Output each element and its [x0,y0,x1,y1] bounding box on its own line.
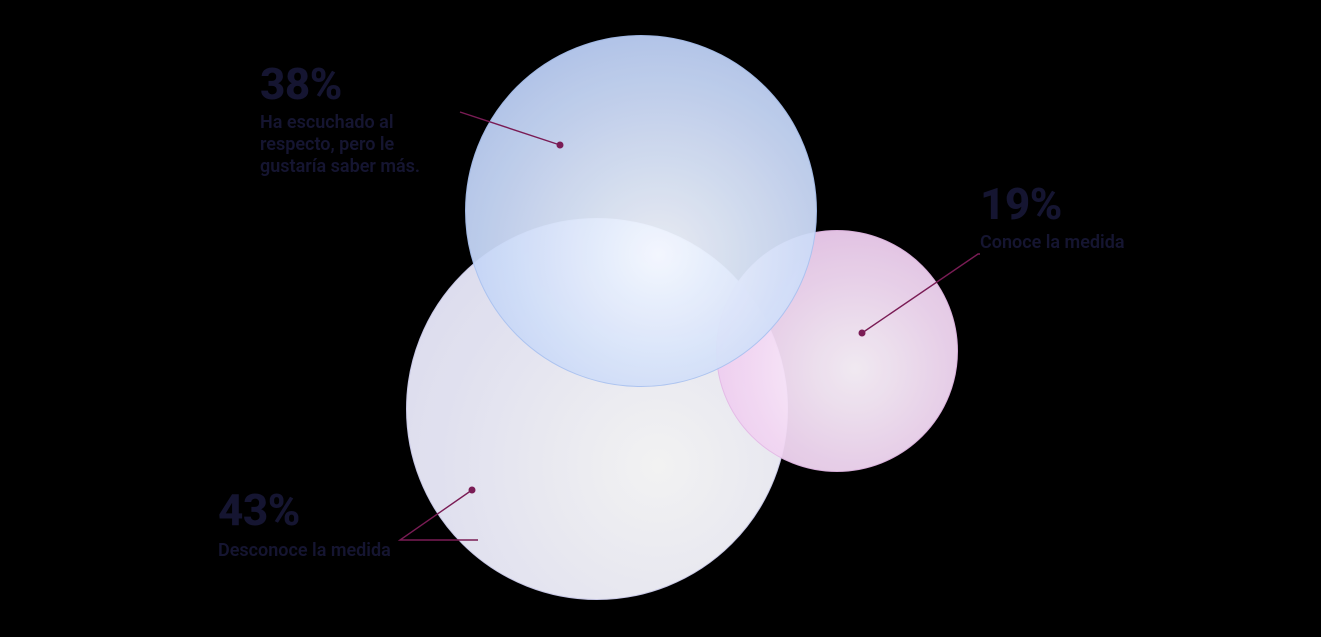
leader-lines [0,0,1321,637]
pct-desconoce: 43% [218,484,300,536]
label-escuchado: Ha escuchado al respecto, pero le gustar… [260,112,460,178]
leader-dot-escuchado [557,142,564,149]
bubble-chart: 38% Ha escuchado al respecto, pero le gu… [0,0,1321,637]
leader-conoce [862,254,980,333]
pct-escuchado: 38% [260,58,342,110]
label-conoce: Conoce la medida [980,232,1125,254]
leader-dot-desconoce [469,487,476,494]
leader-dot-conoce [859,330,866,337]
pct-conoce: 19% [980,178,1062,230]
leader-desconoce [400,490,478,540]
leader-escuchado [460,112,560,145]
label-desconoce: Desconoce la medida [218,540,391,562]
